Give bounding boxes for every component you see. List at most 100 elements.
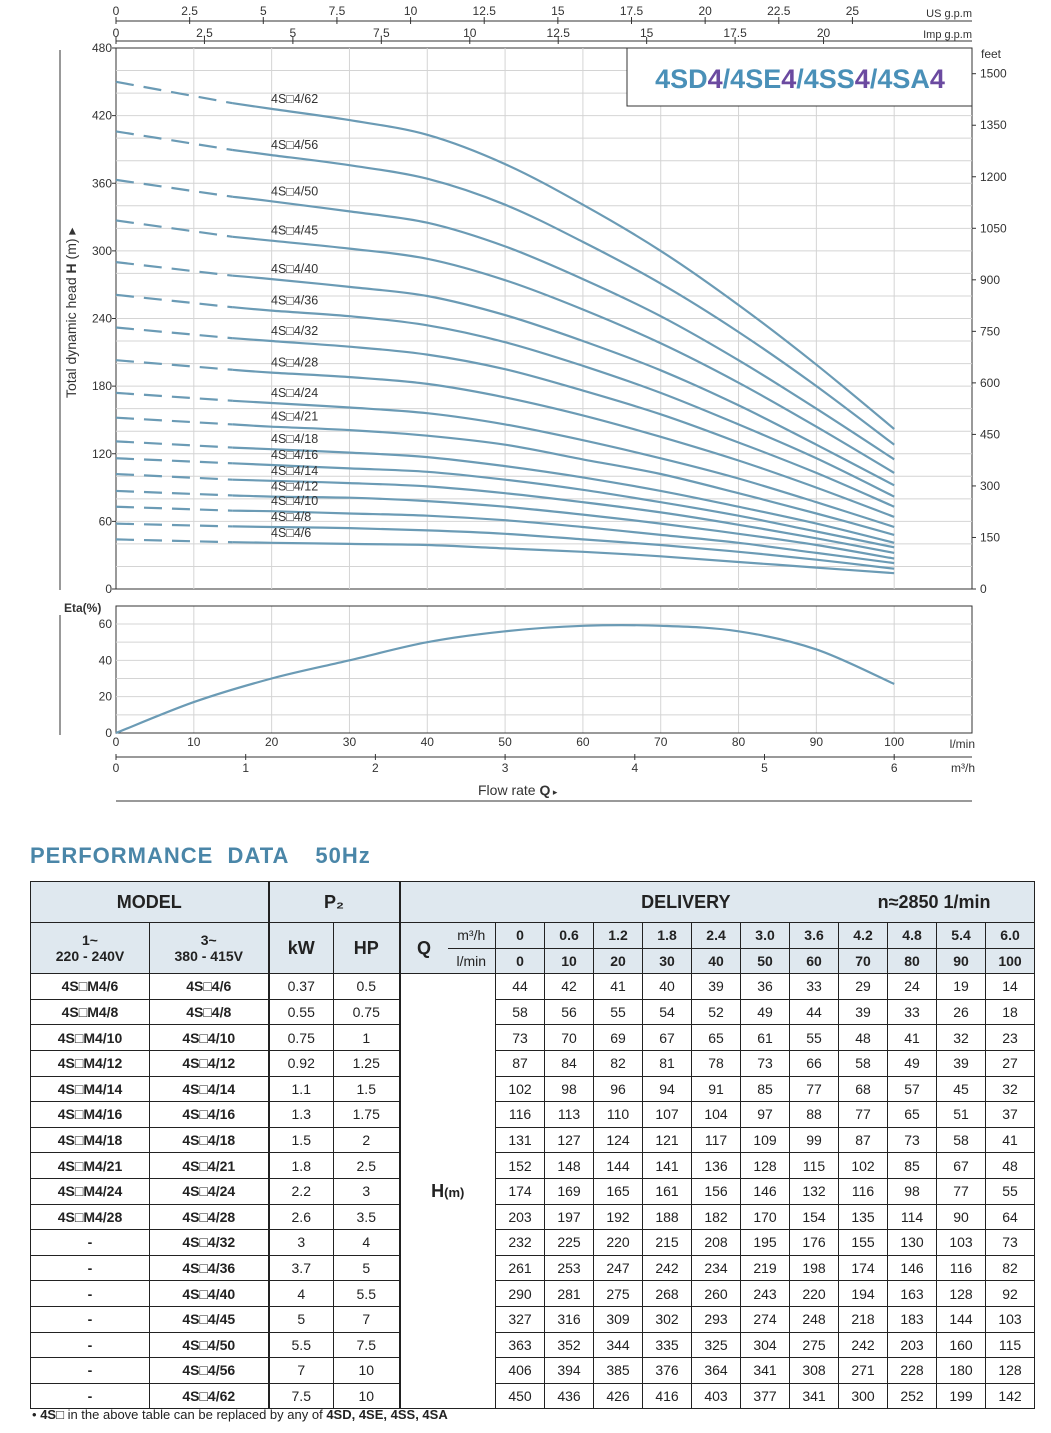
us-tick-label: 2.5 xyxy=(181,4,198,18)
curve-dashed-4S□4/21 xyxy=(115,416,233,426)
head-value: 77 xyxy=(936,1177,987,1205)
power-hp: 10 xyxy=(332,1357,401,1384)
head-value: 220 xyxy=(593,1229,644,1256)
curve-label: 4S□4/28 xyxy=(271,356,318,370)
eta-tick-label: 20 xyxy=(99,690,113,704)
head-value: 41 xyxy=(985,1126,1036,1154)
m3h-tick-label: 2 xyxy=(372,761,379,775)
head-value: 23 xyxy=(985,1024,1036,1051)
head-value: 341 xyxy=(740,1357,791,1384)
head-value: 228 xyxy=(887,1357,938,1384)
head-value: 44 xyxy=(789,998,840,1026)
head-value: 436 xyxy=(544,1382,595,1410)
head-value: 406 xyxy=(495,1357,546,1384)
head-value: 56 xyxy=(544,998,595,1026)
q-m3h-value: 4.8 xyxy=(887,922,938,949)
table-row: 4S□M4/14 4S□4/14 1.1 1.5 102 98 96 94 91 85 77 68 57… xyxy=(30,1075,1036,1103)
head-value: 188 xyxy=(642,1203,693,1231)
head-value: 39 xyxy=(936,1049,987,1077)
head-value: 70 xyxy=(544,1024,595,1051)
power-kw: 1.3 xyxy=(267,1101,334,1128)
head-value: 165 xyxy=(593,1177,644,1205)
curve-solid-4S□4/28 xyxy=(232,368,895,518)
head-value: 41 xyxy=(593,973,644,1000)
curve-solid-4S□4/18 xyxy=(232,446,895,544)
power-hp: 0.75 xyxy=(332,998,401,1026)
curve-label: 4S□4/6 xyxy=(271,526,311,540)
power-hp: 1.75 xyxy=(332,1101,401,1128)
head-value: 57 xyxy=(887,1075,938,1103)
model-single-phase: 4S□M4/21 xyxy=(30,1152,150,1179)
us-tick-label: 25 xyxy=(846,4,860,18)
curve-label: 4S□4/8 xyxy=(271,510,311,524)
curve-solid-4S□4/14 xyxy=(232,478,895,554)
head-value: 33 xyxy=(789,973,840,1000)
model-three-phase: 4S□4/45 xyxy=(149,1305,269,1333)
head-value: 132 xyxy=(789,1177,840,1205)
three-phase-symbol: 3~ xyxy=(200,932,217,949)
delivery-header: DELIVERY n≈2850 1/min xyxy=(398,881,1036,923)
right-tick-label: 300 xyxy=(980,479,1000,493)
single-phase-header: 1~ 220 - 240V xyxy=(30,921,150,975)
head-value: 67 xyxy=(936,1152,987,1179)
head-value: 130 xyxy=(887,1229,938,1256)
head-value: 67 xyxy=(642,1024,693,1051)
head-value: 19 xyxy=(936,973,987,1000)
head-value: 243 xyxy=(740,1280,791,1307)
head-value: 82 xyxy=(593,1049,644,1077)
head-value: 426 xyxy=(593,1382,644,1410)
head-value: 84 xyxy=(544,1049,595,1077)
head-value: 55 xyxy=(985,1177,1036,1205)
q-m3h-value: 3.6 xyxy=(789,922,840,949)
head-value: 131 xyxy=(495,1126,546,1154)
performance-data-title: PERFORMANCE DATA 50Hz xyxy=(30,843,371,869)
model-single-phase: 4S□M4/14 xyxy=(30,1075,150,1103)
us-tick-label: 12.5 xyxy=(473,4,497,18)
imp-tick-label: 15 xyxy=(640,26,654,40)
head-value: 87 xyxy=(495,1049,546,1077)
head-value: 376 xyxy=(642,1357,693,1384)
model-three-phase: 4S□4/8 xyxy=(149,998,269,1026)
head-value: 98 xyxy=(544,1075,595,1103)
head-value: 102 xyxy=(838,1152,889,1179)
right-tick-label: 1350 xyxy=(980,118,1007,132)
head-value: 85 xyxy=(740,1075,791,1103)
head-value: 275 xyxy=(789,1331,840,1359)
curve-solid-4S□4/10 xyxy=(232,509,895,565)
curve-label: 4S□4/32 xyxy=(271,324,318,338)
eta-axis-label: Eta(%) xyxy=(64,601,101,615)
head-value: 49 xyxy=(887,1049,938,1077)
lmin-axis-label: l/min xyxy=(950,737,975,751)
imp-tick-label: 7.5 xyxy=(373,26,390,40)
right-axis-label: feet xyxy=(981,47,1002,61)
head-value: 77 xyxy=(789,1075,840,1103)
right-tick-label: 600 xyxy=(980,376,1000,390)
power-hp: 1.25 xyxy=(332,1049,401,1077)
power-kw: 0.37 xyxy=(267,973,334,1000)
curve-label: 4S□4/14 xyxy=(271,464,318,478)
head-value: 174 xyxy=(838,1254,889,1282)
eta-tick-label: 40 xyxy=(99,653,113,667)
y-tick-label: 300 xyxy=(92,244,112,258)
table-row: 4S□M4/6 4S□4/6 0.37 0.5 H(m) 44 42 41 40 39 36 33 29… xyxy=(30,973,1036,1410)
q-m3h-value: 2.4 xyxy=(691,922,742,949)
curve-solid-4S□4/12 xyxy=(232,494,895,560)
lmin-tick-label: 20 xyxy=(265,735,279,749)
head-value: 135 xyxy=(838,1203,889,1231)
head-label-unit: (m) xyxy=(444,1184,465,1200)
head-value: 247 xyxy=(593,1254,644,1282)
imp-tick-label: 12.5 xyxy=(547,26,571,40)
head-value: 302 xyxy=(642,1305,693,1333)
head-value: 335 xyxy=(642,1331,693,1359)
head-value: 61 xyxy=(740,1024,791,1051)
q-lmin-value: 60 xyxy=(789,947,840,975)
head-label: H(m) xyxy=(398,973,497,1410)
us-tick-label: 15 xyxy=(551,4,565,18)
head-value: 199 xyxy=(936,1382,987,1410)
model-three-phase: 4S□4/50 xyxy=(149,1331,269,1359)
table-row: -4S□4/62 7.5 10 450 436 426 416 403 377 341 300 252… xyxy=(30,1382,1036,1410)
head-value: 55 xyxy=(593,998,644,1026)
x-label-part: Flow rate xyxy=(478,782,539,798)
head-value: 225 xyxy=(544,1229,595,1256)
power-kw: 3 xyxy=(267,1229,334,1256)
